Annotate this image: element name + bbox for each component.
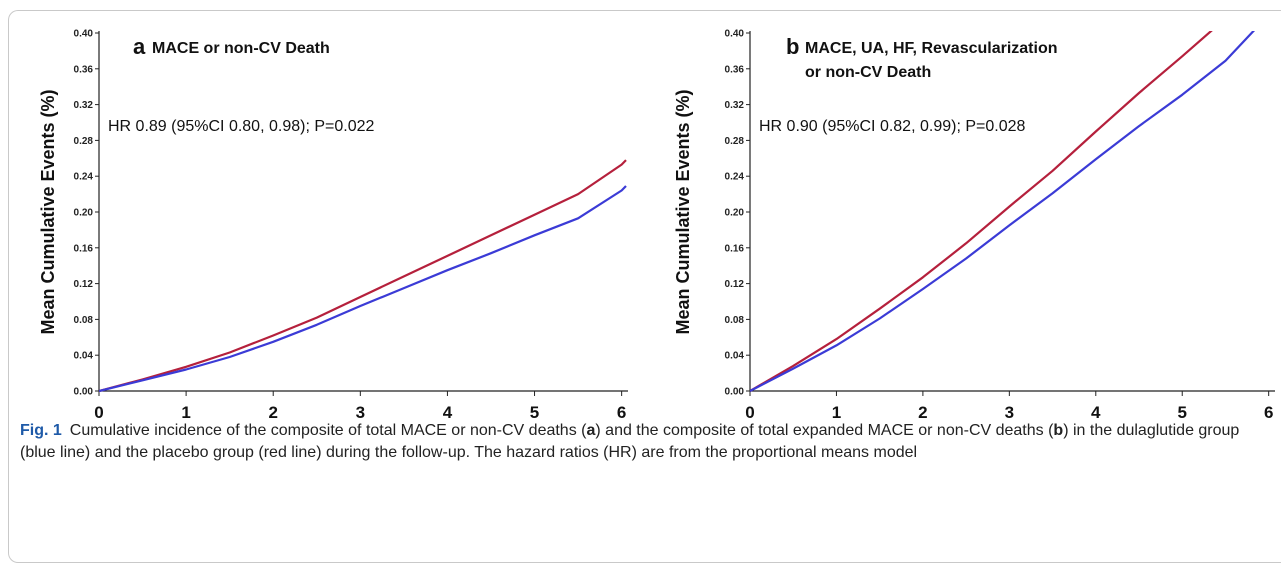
y-tick-label: 0.32 bbox=[725, 100, 745, 111]
chart-title-line: MACE, UA, HF, Revascularization bbox=[805, 40, 1058, 57]
y-tick-label: 0.28 bbox=[725, 136, 745, 147]
y-tick-label: 0.16 bbox=[74, 243, 94, 254]
y-tick-label: 0.32 bbox=[74, 100, 94, 111]
y-tick-label: 0.12 bbox=[725, 279, 745, 290]
figure-label: Fig. 1 bbox=[20, 422, 62, 439]
chart-panel-b: 0.00 0.04 0.08 0.12 0.16 0.20 0.24 0.28 0.32 0.36… bbox=[673, 29, 1275, 420]
y-tick-label: 0.04 bbox=[74, 351, 94, 362]
y-tick-label: 0.24 bbox=[725, 172, 745, 183]
x-tick-label: 3 bbox=[356, 403, 365, 420]
x-tick-label: 5 bbox=[530, 403, 539, 420]
chart-title-line: MACE or non-CV Death bbox=[152, 40, 330, 57]
placebo-line bbox=[99, 159, 627, 393]
chart-panel-a: 0.00 0.04 0.08 0.12 0.16 0.20 0.24 0.28 0.32 0.36… bbox=[38, 29, 628, 420]
caption-segment: ) in the dulaglutide group (blue line) a… bbox=[20, 422, 1240, 461]
caption-segment: Cumulative incidence of the composite of… bbox=[69, 422, 587, 439]
hazard-ratio-annotation: HR 0.90 (95%CI 0.82, 0.99); P=0.028 bbox=[759, 118, 1025, 135]
dulaglutide-line bbox=[99, 185, 627, 393]
x-tick-label: 5 bbox=[1177, 403, 1186, 420]
caption-text: Cumulative incidence of the composite of… bbox=[20, 422, 1239, 461]
hazard-ratio-annotation: HR 0.89 (95%CI 0.80, 0.98); P=0.022 bbox=[108, 118, 374, 135]
x-tick-label: 6 bbox=[1264, 403, 1273, 420]
x-tick-label: 4 bbox=[1091, 403, 1101, 420]
y-axis-label: Mean Cumulative Events (%) bbox=[673, 89, 693, 334]
x-tick-label: 4 bbox=[443, 403, 453, 420]
y-tick-label: 0.28 bbox=[74, 136, 94, 147]
y-tick-label: 0.00 bbox=[74, 387, 94, 398]
x-tick-label: 0 bbox=[94, 403, 103, 420]
x-tick-label: 6 bbox=[617, 403, 626, 420]
y-tick-label: 0.20 bbox=[74, 208, 94, 219]
x-tick-label: 2 bbox=[918, 403, 927, 420]
figure-caption: Fig. 1 Cumulative incidence of the compos… bbox=[20, 420, 1275, 464]
x-tick-label: 0 bbox=[745, 403, 754, 420]
y-tick-label: 0.40 bbox=[725, 29, 745, 40]
y-tick-label: 0.36 bbox=[74, 64, 94, 75]
y-tick-label: 0.16 bbox=[725, 243, 745, 254]
panel-letter: a bbox=[133, 34, 146, 59]
y-tick-label: 0.20 bbox=[725, 208, 745, 219]
y-tick-label: 0.00 bbox=[725, 387, 745, 398]
panel-letter: b bbox=[786, 34, 799, 59]
y-tick-label: 0.24 bbox=[74, 172, 94, 183]
y-axis-label: Mean Cumulative Events (%) bbox=[38, 89, 58, 334]
caption-segment: ) and the composite of total expanded MA… bbox=[595, 422, 1054, 439]
x-tick-label: 2 bbox=[268, 403, 277, 420]
x-tick-label: 1 bbox=[181, 403, 190, 420]
dulaglutide-line bbox=[750, 31, 1256, 392]
y-tick-label: 0.36 bbox=[725, 64, 745, 75]
x-tick-label: 3 bbox=[1005, 403, 1014, 420]
y-tick-label: 0.40 bbox=[74, 29, 94, 40]
placebo-line bbox=[750, 31, 1213, 392]
chart-title-line: or non-CV Death bbox=[805, 64, 931, 81]
x-tick-label: 1 bbox=[832, 403, 841, 420]
y-tick-label: 0.12 bbox=[74, 279, 94, 290]
caption-panel-ref: b bbox=[1053, 422, 1064, 439]
caption-panel-ref: a bbox=[586, 422, 596, 439]
y-tick-label: 0.08 bbox=[74, 315, 94, 326]
y-tick-label: 0.04 bbox=[725, 351, 745, 362]
y-tick-label: 0.08 bbox=[725, 315, 745, 326]
